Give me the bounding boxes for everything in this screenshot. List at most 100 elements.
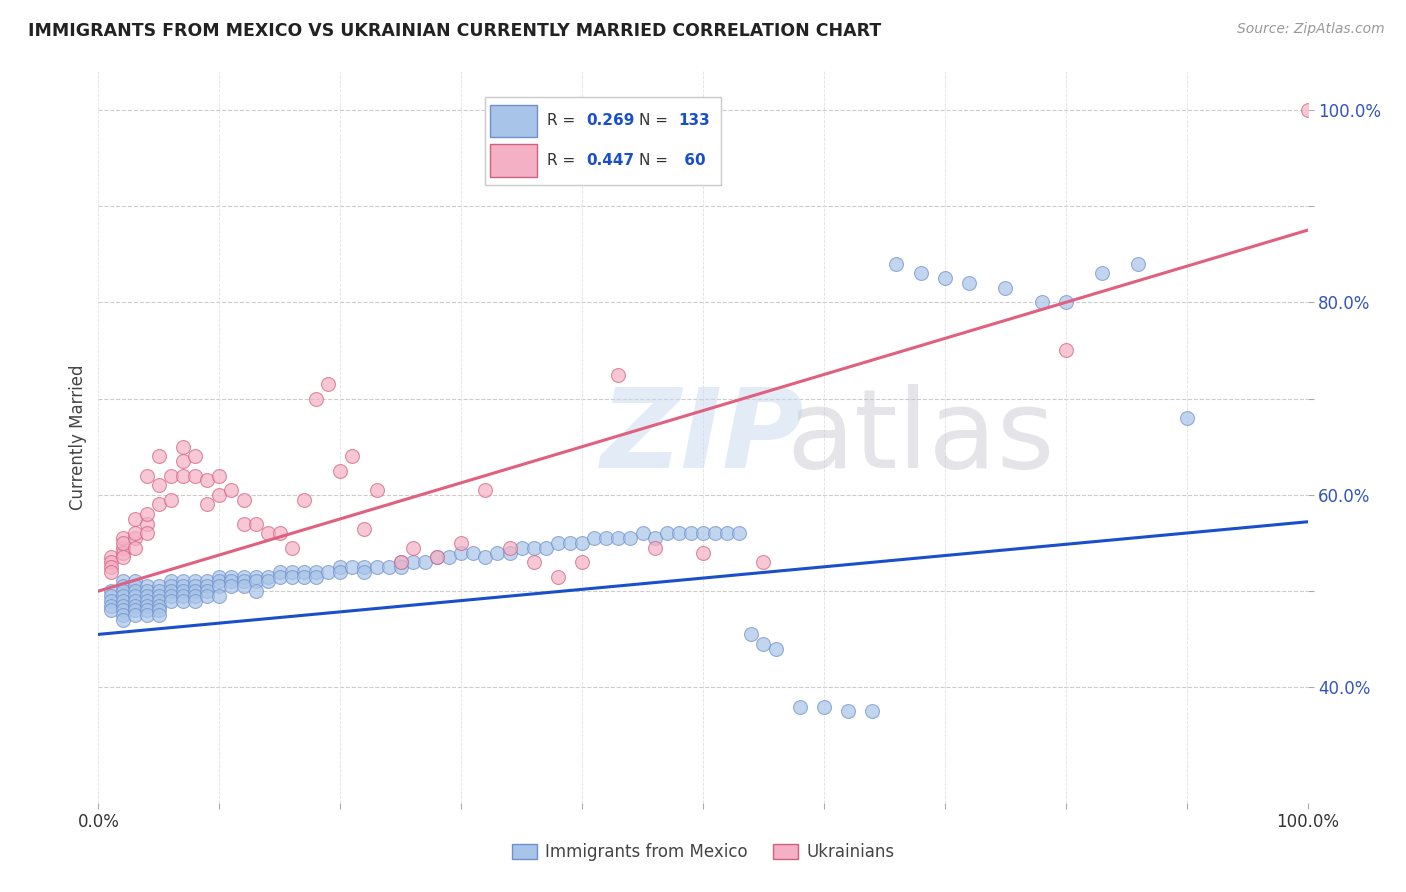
Text: atlas: atlas: [786, 384, 1054, 491]
Point: [184, 593, 207, 607]
Point: [124, 531, 146, 545]
Point: [994, 281, 1017, 295]
Point: [172, 468, 194, 483]
Point: [1296, 103, 1319, 117]
Text: IMMIGRANTS FROM MEXICO VS UKRAINIAN CURRENTLY MARRIED CORRELATION CHART: IMMIGRANTS FROM MEXICO VS UKRAINIAN CURR…: [28, 22, 882, 40]
Point: [172, 593, 194, 607]
Point: [1128, 257, 1150, 271]
Point: [644, 541, 666, 555]
Point: [934, 271, 956, 285]
Point: [1175, 410, 1198, 425]
Text: ZIP: ZIP: [602, 384, 804, 491]
Point: [111, 593, 134, 607]
Point: [716, 526, 738, 541]
Point: [160, 589, 183, 603]
Point: [124, 599, 146, 613]
Text: Source: ZipAtlas.com: Source: ZipAtlas.com: [1237, 22, 1385, 37]
Point: [292, 565, 315, 579]
Point: [752, 555, 775, 569]
Point: [111, 550, 134, 565]
Point: [366, 483, 388, 497]
Point: [474, 550, 496, 565]
Point: [1031, 295, 1053, 310]
Point: [329, 464, 352, 478]
Point: [221, 483, 243, 497]
Point: [957, 276, 980, 290]
Point: [353, 521, 375, 535]
Point: [208, 569, 231, 583]
Point: [148, 478, 170, 492]
Point: [195, 474, 218, 488]
Point: [547, 536, 569, 550]
Point: [100, 589, 122, 603]
Point: [195, 574, 218, 589]
Y-axis label: Currently Married: Currently Married: [69, 364, 87, 510]
Point: [523, 555, 546, 569]
Legend: Immigrants from Mexico, Ukrainians: Immigrants from Mexico, Ukrainians: [505, 837, 901, 868]
Point: [329, 560, 352, 574]
Point: [148, 593, 170, 607]
Point: [135, 608, 157, 623]
Point: [534, 541, 557, 555]
Point: [450, 545, 472, 559]
Point: [426, 550, 449, 565]
Point: [486, 545, 509, 559]
Point: [607, 368, 630, 382]
Point: [148, 450, 170, 464]
Point: [245, 569, 267, 583]
Point: [148, 579, 170, 593]
Point: [148, 498, 170, 512]
Point: [100, 550, 122, 565]
Point: [148, 599, 170, 613]
Point: [342, 450, 364, 464]
Point: [498, 545, 520, 559]
Point: [269, 569, 291, 583]
Point: [1091, 267, 1114, 281]
Point: [100, 555, 122, 569]
Point: [728, 526, 751, 541]
Point: [100, 565, 122, 579]
Point: [256, 526, 278, 541]
Point: [692, 526, 714, 541]
Point: [135, 603, 157, 617]
Point: [305, 569, 328, 583]
Point: [704, 526, 727, 541]
Point: [100, 560, 122, 574]
Point: [124, 589, 146, 603]
Point: [245, 516, 267, 531]
Point: [135, 599, 157, 613]
Point: [135, 526, 157, 541]
Point: [316, 377, 339, 392]
Point: [184, 468, 207, 483]
Point: [195, 579, 218, 593]
Point: [692, 545, 714, 559]
Point: [450, 536, 472, 550]
Point: [1054, 343, 1077, 358]
Point: [256, 569, 278, 583]
Point: [111, 603, 134, 617]
Point: [172, 574, 194, 589]
Point: [135, 516, 157, 531]
Point: [135, 584, 157, 599]
Point: [232, 492, 254, 507]
Point: [837, 705, 859, 719]
Point: [644, 531, 666, 545]
Point: [366, 560, 388, 574]
Point: [305, 565, 328, 579]
Point: [124, 584, 146, 599]
Point: [353, 560, 375, 574]
Point: [111, 608, 134, 623]
Point: [281, 565, 304, 579]
Point: [619, 531, 641, 545]
Point: [111, 545, 134, 559]
Point: [148, 584, 170, 599]
Point: [111, 541, 134, 555]
Point: [595, 531, 617, 545]
Point: [269, 526, 291, 541]
Point: [342, 560, 364, 574]
Point: [184, 584, 207, 599]
Point: [232, 574, 254, 589]
Point: [135, 507, 157, 521]
Point: [135, 593, 157, 607]
Point: [752, 637, 775, 651]
